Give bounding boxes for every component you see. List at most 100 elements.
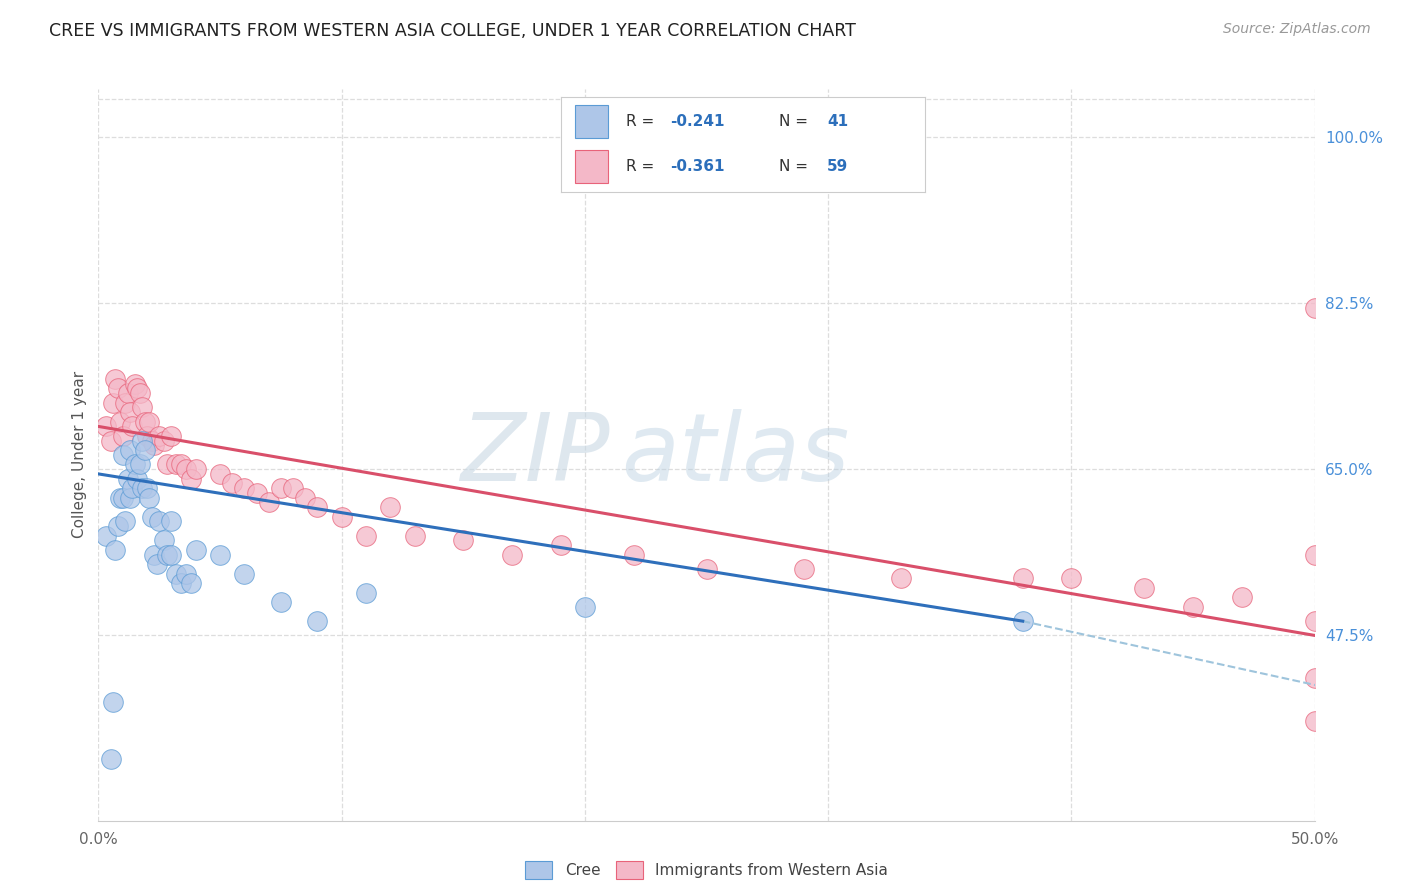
- Point: [180, 576, 202, 591]
- Point: [270, 595, 292, 609]
- Point: [1011, 571, 1033, 585]
- Point: [1011, 614, 1033, 628]
- Point: [174, 462, 197, 476]
- Point: [307, 500, 329, 515]
- Point: [124, 376, 146, 391]
- Point: [793, 562, 815, 576]
- Text: ZIP: ZIP: [460, 409, 609, 500]
- Point: [100, 752, 122, 766]
- Point: [143, 548, 166, 562]
- Point: [128, 386, 150, 401]
- Point: [380, 500, 402, 515]
- Point: [1182, 599, 1205, 614]
- Point: [141, 434, 163, 448]
- Point: [118, 405, 141, 419]
- Point: [170, 576, 193, 591]
- Point: [111, 429, 134, 443]
- Point: [118, 443, 141, 458]
- Point: [134, 415, 156, 429]
- Point: [148, 429, 170, 443]
- Point: [127, 381, 149, 395]
- Point: [114, 395, 136, 409]
- Point: [124, 458, 146, 472]
- Point: [550, 538, 572, 552]
- Point: [153, 533, 176, 548]
- Point: [1060, 571, 1083, 585]
- Point: [1303, 714, 1326, 728]
- Point: [131, 481, 153, 495]
- Point: [94, 419, 117, 434]
- Point: [501, 548, 523, 562]
- Point: [127, 472, 149, 486]
- Point: [128, 458, 150, 472]
- Point: [131, 401, 153, 415]
- Point: [107, 381, 129, 395]
- Point: [233, 566, 256, 581]
- Point: [111, 448, 134, 462]
- Point: [574, 599, 596, 614]
- Point: [330, 509, 353, 524]
- Point: [453, 533, 475, 548]
- Point: [257, 495, 280, 509]
- Point: [110, 491, 132, 505]
- Point: [281, 481, 304, 495]
- Point: [101, 695, 124, 709]
- Point: [118, 491, 141, 505]
- Point: [94, 529, 117, 543]
- Point: [184, 542, 207, 557]
- Point: [1303, 548, 1326, 562]
- Text: CREE VS IMMIGRANTS FROM WESTERN ASIA COLLEGE, UNDER 1 YEAR CORRELATION CHART: CREE VS IMMIGRANTS FROM WESTERN ASIA COL…: [49, 22, 856, 40]
- Point: [138, 415, 160, 429]
- Point: [184, 462, 207, 476]
- Point: [165, 566, 187, 581]
- Point: [209, 467, 232, 481]
- Point: [890, 571, 912, 585]
- Point: [307, 614, 329, 628]
- Point: [136, 481, 159, 495]
- Point: [696, 562, 718, 576]
- Point: [1303, 614, 1326, 628]
- Point: [131, 434, 153, 448]
- Point: [170, 458, 193, 472]
- Point: [245, 486, 267, 500]
- Point: [354, 529, 377, 543]
- Point: [138, 491, 160, 505]
- Point: [155, 458, 177, 472]
- Point: [1303, 301, 1326, 315]
- Point: [294, 491, 316, 505]
- Point: [1133, 581, 1156, 595]
- Point: [104, 542, 127, 557]
- Point: [141, 509, 163, 524]
- Point: [121, 481, 143, 495]
- Point: [117, 386, 139, 401]
- Point: [160, 429, 183, 443]
- Point: [143, 438, 166, 452]
- Point: [100, 434, 122, 448]
- Y-axis label: College, Under 1 year: College, Under 1 year: [72, 371, 87, 539]
- Point: [153, 434, 176, 448]
- Text: atlas: atlas: [621, 409, 849, 500]
- Legend: Cree, Immigrants from Western Asia: Cree, Immigrants from Western Asia: [517, 854, 896, 886]
- Text: Source: ZipAtlas.com: Source: ZipAtlas.com: [1223, 22, 1371, 37]
- Point: [174, 566, 197, 581]
- Point: [107, 519, 129, 533]
- Point: [117, 472, 139, 486]
- Point: [1303, 671, 1326, 685]
- Point: [160, 548, 183, 562]
- Point: [221, 476, 243, 491]
- Point: [136, 429, 159, 443]
- Point: [165, 458, 187, 472]
- Point: [111, 491, 134, 505]
- Point: [101, 395, 124, 409]
- Point: [233, 481, 256, 495]
- Point: [148, 515, 170, 529]
- Point: [155, 548, 177, 562]
- Point: [404, 529, 426, 543]
- Point: [146, 557, 169, 571]
- Point: [270, 481, 292, 495]
- Point: [354, 585, 377, 599]
- Point: [209, 548, 232, 562]
- Point: [623, 548, 645, 562]
- Point: [110, 415, 132, 429]
- Point: [121, 419, 143, 434]
